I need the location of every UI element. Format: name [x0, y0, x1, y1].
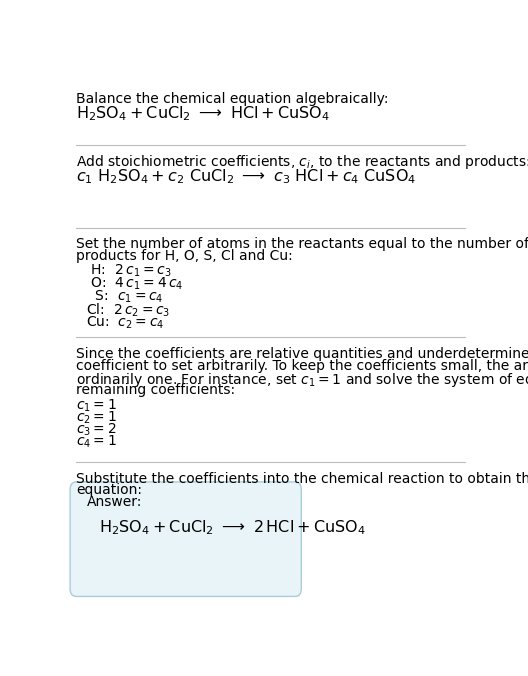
- Text: remaining coefficients:: remaining coefficients:: [76, 383, 235, 397]
- Text: Cu:  $c_2 = c_4$: Cu: $c_2 = c_4$: [87, 315, 165, 331]
- Text: $c_4 = 1$: $c_4 = 1$: [76, 433, 117, 450]
- Text: $\mathregular{H_2SO_4 + CuCl_2}\ \longrightarrow\ \mathregular{2\,HCl + CuSO_4}$: $\mathregular{H_2SO_4 + CuCl_2}\ \longri…: [99, 518, 365, 537]
- Text: Set the number of atoms in the reactants equal to the number of atoms in the: Set the number of atoms in the reactants…: [76, 237, 528, 251]
- Text: $\mathregular{H_2SO_4 + CuCl_2}$$\ \longrightarrow\ $$\mathregular{HCl + CuSO_4}: $\mathregular{H_2SO_4 + CuCl_2}$$\ \long…: [76, 105, 331, 123]
- Text: Answer:: Answer:: [87, 495, 142, 509]
- Text: Balance the chemical equation algebraically:: Balance the chemical equation algebraica…: [76, 91, 389, 105]
- Text: O:  $4\,c_1 = 4\,c_4$: O: $4\,c_1 = 4\,c_4$: [87, 276, 184, 292]
- Text: equation:: equation:: [76, 483, 142, 498]
- Text: Cl:  $2\,c_2 = c_3$: Cl: $2\,c_2 = c_3$: [87, 301, 171, 319]
- Text: ordinarily one. For instance, set $c_1 = 1$ and solve the system of equations fo: ordinarily one. For instance, set $c_1 =…: [76, 370, 528, 389]
- Text: coefficient to set arbitrarily. To keep the coefficients small, the arbitrary va: coefficient to set arbitrarily. To keep …: [76, 358, 528, 372]
- Text: products for H, O, S, Cl and Cu:: products for H, O, S, Cl and Cu:: [76, 249, 293, 263]
- Text: Substitute the coefficients into the chemical reaction to obtain the balanced: Substitute the coefficients into the che…: [76, 472, 528, 485]
- Text: $c_2 = 1$: $c_2 = 1$: [76, 410, 117, 426]
- FancyBboxPatch shape: [70, 482, 301, 596]
- Text: Since the coefficients are relative quantities and underdetermined, choose a: Since the coefficients are relative quan…: [76, 347, 528, 360]
- Text: $c_1\ \mathregular{H_2SO_4} + c_2\ \mathregular{CuCl_2}\ \longrightarrow\ c_3\ \: $c_1\ \mathregular{H_2SO_4} + c_2\ \math…: [76, 167, 417, 186]
- Text: $c_3 = 2$: $c_3 = 2$: [76, 422, 117, 438]
- Text: $c_1 = 1$: $c_1 = 1$: [76, 397, 117, 414]
- Text: Add stoichiometric coefficients, $c_i$, to the reactants and products:: Add stoichiometric coefficients, $c_i$, …: [76, 153, 528, 171]
- Text: S:  $c_1 = c_4$: S: $c_1 = c_4$: [87, 289, 164, 305]
- Text: H:  $2\,c_1 = c_3$: H: $2\,c_1 = c_3$: [87, 263, 172, 279]
